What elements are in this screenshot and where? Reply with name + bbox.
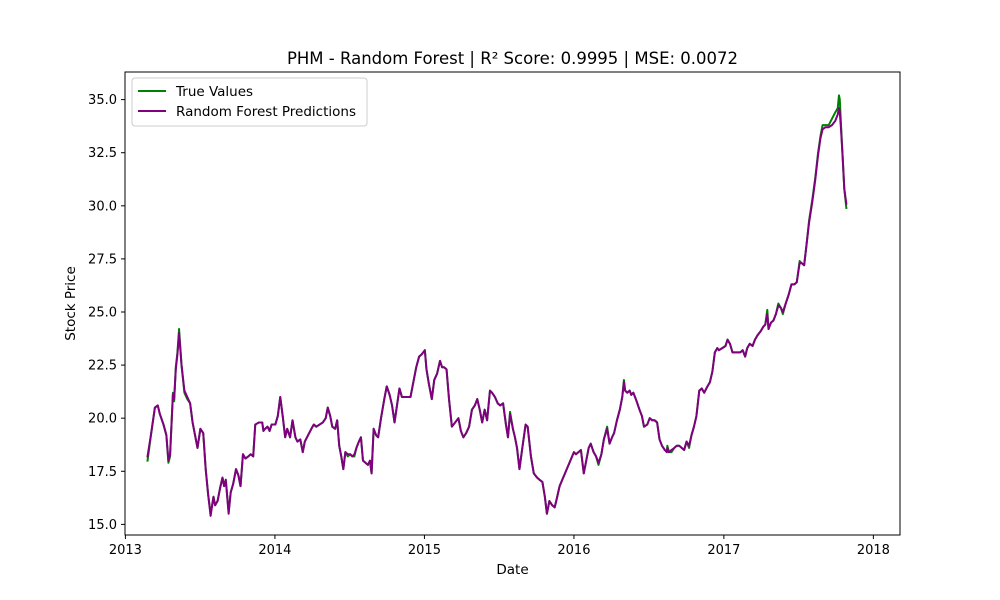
series-line-random-forest-predictions	[146, 107, 848, 517]
x-tick-label: 2013	[109, 543, 142, 558]
y-tick-label: 35.0	[88, 93, 117, 108]
y-tick-label: 15.0	[88, 518, 117, 533]
y-tick-label: 27.5	[88, 252, 117, 267]
x-tick-label: 2017	[707, 543, 740, 558]
y-tick-label: 30.0	[88, 199, 117, 214]
x-tick-label: 2018	[857, 543, 890, 558]
y-tick-label: 20.0	[88, 412, 117, 427]
y-tick-label: 32.5	[88, 146, 117, 161]
legend-label-random-forest-predictions: Random Forest Predictions	[176, 104, 356, 120]
plot-frame	[124, 71, 901, 536]
x-axis: 2013 2014 2015 2016 2017 2018	[109, 535, 890, 558]
x-axis-label: Date	[496, 562, 528, 578]
y-tick-label: 22.5	[88, 359, 117, 374]
y-axis: 15.0 17.5 20.0 22.5 25.0 27.5 30.0 32.5 35.0	[88, 93, 125, 533]
x-tick-label: 2014	[258, 543, 291, 558]
legend: True Values Random Forest Predictions	[131, 77, 368, 127]
chart-title: PHM - Random Forest | R² Score: 0.9995 |…	[287, 49, 738, 68]
legend-label-true-values: True Values	[175, 84, 253, 100]
x-tick-label: 2015	[408, 543, 441, 558]
x-tick-label: 2016	[557, 543, 590, 558]
y-tick-label: 25.0	[88, 305, 117, 320]
legend-box	[131, 77, 368, 127]
y-axis-label: Stock Price	[63, 266, 79, 341]
y-tick-label: 17.5	[88, 465, 117, 480]
